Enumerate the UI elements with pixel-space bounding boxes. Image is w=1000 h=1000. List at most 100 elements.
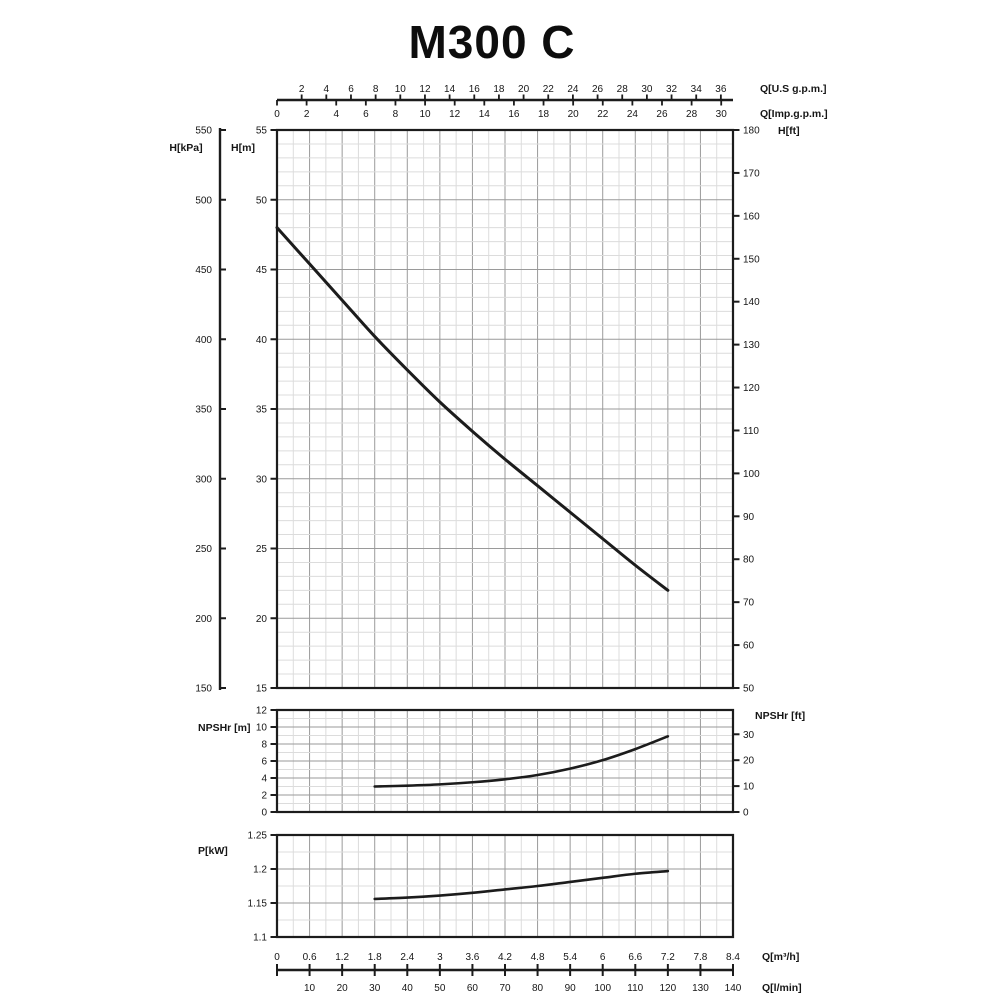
imp-gpm-tick-label: 0 (274, 109, 280, 120)
imp-gpm-tick-label: 22 (597, 109, 609, 120)
h-m-tick-label: 35 (256, 405, 268, 416)
lmin-tick-label: 100 (594, 983, 611, 994)
h-m-tick-label: 55 (256, 126, 268, 137)
us-gpm-tick-label: 4 (324, 84, 330, 95)
h-m-tick-label: 45 (256, 265, 268, 276)
m3h-tick-label: 0 (274, 952, 280, 963)
lmin-tick-label: 80 (532, 983, 544, 994)
h-ft-tick-label: 180 (743, 126, 760, 137)
head-curve (275, 226, 670, 592)
imp-gpm-axis-label: Q[Imp.g.p.m.] (760, 108, 828, 120)
h-ft-tick-label: 80 (743, 555, 755, 566)
h-m-axis-label: H[m] (231, 142, 255, 154)
us-gpm-tick-label: 34 (691, 84, 703, 95)
us-gpm-tick-label: 32 (666, 84, 678, 95)
us-gpm-tick-label: 28 (617, 84, 629, 95)
h-ft-tick-label: 170 (743, 168, 760, 179)
page-title: M300 C (408, 16, 575, 68)
power-kw-axis-label: P[kW] (198, 845, 228, 857)
kpa-tick-label: 300 (195, 474, 212, 485)
power-kw-tick-label: 1.1 (253, 933, 267, 944)
us-gpm-tick-label: 10 (395, 84, 407, 95)
h-ft-tick-label: 90 (743, 512, 755, 523)
h-ft-tick-label: 160 (743, 211, 760, 222)
h-ft-tick-label: 140 (743, 297, 760, 308)
us-gpm-tick-label: 6 (348, 84, 354, 95)
lmin-tick-label: 20 (337, 983, 349, 994)
power-kw-tick-label: 1.15 (248, 899, 268, 910)
imp-gpm-tick-label: 4 (333, 109, 339, 120)
h-m-tick-label: 20 (256, 614, 268, 625)
npsh-m-tick-label: 6 (261, 757, 267, 768)
h-m-tick-label: 30 (256, 474, 268, 485)
kpa-tick-label: 450 (195, 265, 212, 276)
h-m-tick-label: 50 (256, 195, 268, 206)
m3h-tick-label: 3 (437, 952, 443, 963)
kpa-tick-label: 400 (195, 335, 212, 346)
npsh-m-tick-label: 0 (261, 808, 267, 819)
m3h-tick-label: 6 (600, 952, 606, 963)
us-gpm-tick-label: 16 (469, 84, 481, 95)
imp-gpm-tick-label: 2 (304, 109, 310, 120)
power-curve (373, 869, 670, 901)
kpa-axis-label: H[kPa] (169, 142, 202, 154)
lmin-tick-label: 60 (467, 983, 479, 994)
power-chart-border (275, 833, 735, 939)
h-ft-tick-label: 130 (743, 340, 760, 351)
h-m-tick-label: 25 (256, 544, 268, 555)
us-gpm-tick-label: 14 (444, 84, 456, 95)
h-ft-tick-label: 70 (743, 598, 755, 609)
lmin-tick-label: 90 (565, 983, 577, 994)
lmin-tick-label: 110 (627, 983, 643, 994)
m3h-tick-label: 4.8 (531, 952, 545, 963)
npsh-m-tick-label: 12 (256, 706, 268, 717)
imp-gpm-tick-label: 18 (538, 109, 550, 120)
us-gpm-tick-label: 12 (419, 84, 431, 95)
us-gpm-tick-label: 22 (543, 84, 555, 95)
us-gpm-tick-label: 30 (641, 84, 653, 95)
m3h-axis-label: Q[m³/h] (762, 951, 799, 963)
m3h-tick-label: 1.2 (335, 952, 349, 963)
h-ft-tick-label: 120 (743, 383, 760, 394)
h-ft-tick-label: 110 (743, 426, 759, 437)
m3h-tick-label: 8.4 (726, 952, 740, 963)
kpa-tick-label: 150 (195, 684, 212, 695)
imp-gpm-tick-label: 14 (479, 109, 491, 120)
npsh-m-tick-label: 10 (256, 723, 268, 734)
m3h-tick-label: 4.2 (498, 952, 512, 963)
lmin-tick-label: 30 (369, 983, 381, 994)
imp-gpm-tick-label: 12 (449, 109, 461, 120)
us-gpm-tick-label: 20 (518, 84, 530, 95)
h-ft-tick-label: 50 (743, 684, 755, 695)
h-ft-tick-label: 60 (743, 641, 755, 652)
m3h-tick-label: 5.4 (563, 952, 577, 963)
npsh-ft-tick-label: 10 (743, 782, 755, 793)
imp-gpm-tick-label: 30 (716, 109, 728, 120)
us-gpm-axis-label: Q[U.S g.p.m.] (760, 83, 827, 95)
plot-area: M300 C 2 4 6 8 10 12 14 16 18 20 22 24 26 28 30 32 34 360… (169, 16, 827, 994)
lmin-tick-label: 10 (304, 983, 316, 994)
imp-gpm-tick-label: 28 (686, 109, 698, 120)
h-ft-tick-label: 150 (743, 254, 760, 265)
m3h-tick-label: 3.6 (465, 952, 479, 963)
npsh-m-tick-label: 8 (261, 740, 267, 751)
npsh-curve (373, 735, 670, 788)
us-gpm-tick-label: 8 (373, 84, 379, 95)
npsh-m-tick-label: 4 (261, 774, 267, 785)
imp-gpm-tick-label: 8 (393, 109, 399, 120)
us-gpm-tick-label: 26 (592, 84, 604, 95)
imp-gpm-tick-label: 24 (627, 109, 639, 120)
imp-gpm-tick-label: 16 (508, 109, 520, 120)
kpa-tick-label: 550 (195, 126, 212, 137)
imp-gpm-tick-label: 20 (568, 109, 580, 120)
npsh-ft-tick-label: 30 (743, 730, 755, 741)
m3h-tick-label: 6.6 (628, 952, 642, 963)
h-ft-axis-label: H[ft] (778, 125, 800, 137)
us-gpm-tick-label: 24 (567, 84, 579, 95)
imp-gpm-tick-label: 26 (656, 109, 668, 120)
h-m-tick-label: 40 (256, 335, 268, 346)
lmin-tick-label: 50 (434, 983, 446, 994)
us-gpm-tick-label: 18 (493, 84, 505, 95)
